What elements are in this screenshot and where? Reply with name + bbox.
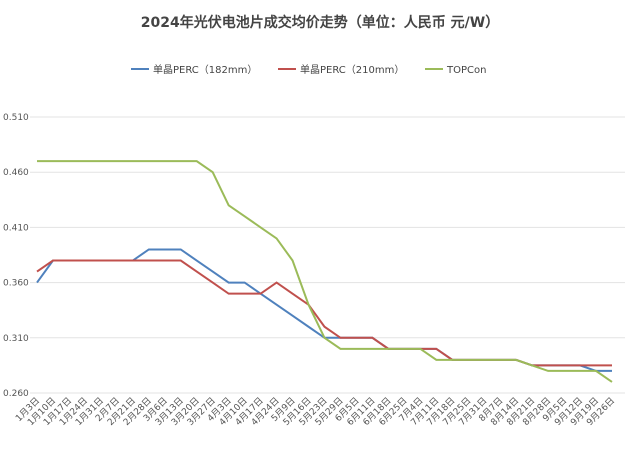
y-tick-label: 0.360	[3, 279, 29, 289]
legend-label: 单晶PERC（210mm）	[300, 64, 404, 76]
legend-label: 单晶PERC（182mm）	[153, 64, 257, 76]
y-tick-label: 0.310	[3, 334, 29, 344]
series-line	[37, 160, 613, 383]
y-tick-label: 0.260	[3, 389, 29, 399]
y-tick-label: 0.410	[3, 223, 29, 233]
legend: 单晶PERC（182mm） 单晶PERC（210mm） TOPCon	[131, 64, 486, 76]
series-line	[36, 259, 612, 367]
chart-title: 2024年光伏电池片成交均价走势（单位：人民币 元/W）	[141, 14, 499, 31]
series-line	[36, 248, 612, 372]
y-tick-label: 0.510	[3, 113, 29, 123]
legend-label: TOPCon	[446, 65, 486, 76]
y-tick-label: 0.460	[3, 168, 29, 178]
